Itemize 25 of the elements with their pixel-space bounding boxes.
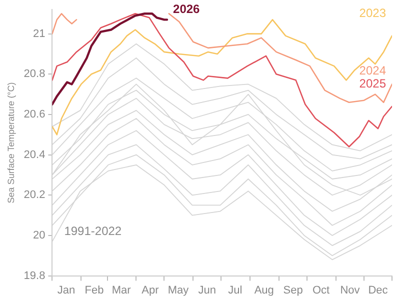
- x-tick-label: Nov: [340, 284, 360, 296]
- series-label: 2026: [173, 2, 200, 16]
- x-tick-label: Jun: [198, 284, 216, 296]
- x-tick-label: Apr: [142, 284, 160, 296]
- x-tick-label: Mar: [112, 284, 132, 296]
- x-tick-label: Jan: [57, 284, 76, 296]
- y-tick-label: 20.4: [24, 148, 46, 161]
- y-tick-label: 19.8: [24, 270, 46, 282]
- series-label: 2025: [359, 76, 386, 91]
- x-tick-label: Jul: [228, 284, 242, 296]
- y-tick-label: 20.2: [24, 189, 46, 202]
- series-label: 2023: [359, 6, 386, 20]
- x-tick-label: Oct: [312, 284, 330, 296]
- series-label: 2024: [359, 64, 386, 78]
- y-tick-label: 21: [32, 28, 46, 40]
- annotation: 1991-2022: [64, 224, 122, 238]
- x-tick-label: Dec: [368, 284, 388, 296]
- y-tick-label: 20.6: [24, 108, 46, 120]
- x-tick-label: Sep: [283, 284, 303, 296]
- y-tick-label: 20.8: [24, 68, 46, 80]
- x-tick-label: Feb: [84, 284, 104, 296]
- x-tick-label: Aug: [254, 284, 274, 296]
- y-axis-title: Sea Surface Temperature (°C): [6, 82, 16, 204]
- y-tick-label: 20: [32, 230, 46, 242]
- x-tick-label: May: [168, 284, 190, 296]
